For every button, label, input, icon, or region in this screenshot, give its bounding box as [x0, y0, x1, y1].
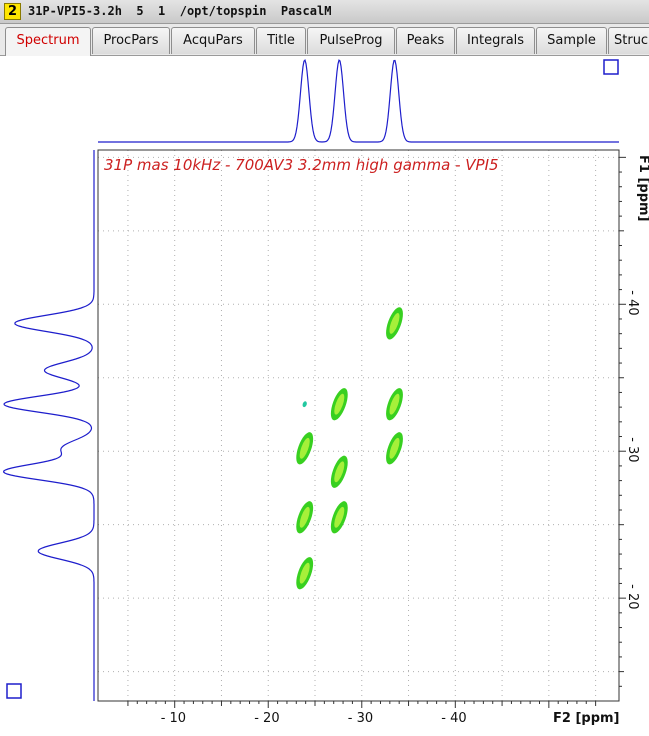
contour-plot[interactable]: - 10 - 20 - 30 - 40 - 20 - 30 - 40 31P mas 10…: [0, 56, 649, 732]
tab-spectrum[interactable]: Spectrum: [5, 27, 91, 56]
plot-frame: [97, 149, 620, 702]
window-title: 31P-VPI5-3.2h 5 1 /opt/topspin PascalM: [28, 4, 332, 18]
y-tick-label: - 20: [625, 584, 640, 609]
cross-peak: [296, 501, 314, 534]
x-axis-label: F2 [ppm]: [553, 711, 620, 726]
window-number-badge: 2: [4, 3, 21, 20]
f2-projection-toggle[interactable]: [603, 59, 619, 75]
tab-pulseprog[interactable]: PulseProg: [307, 27, 395, 54]
window-titlebar[interactable]: 2 31P-VPI5-3.2h 5 1 /opt/topspin PascalM: [0, 0, 649, 24]
x-tick-label: - 10: [161, 711, 186, 726]
f2-projection: [98, 59, 619, 143]
x-tick-label: - 40: [441, 711, 466, 726]
tab-peaks[interactable]: Peaks: [396, 27, 455, 54]
cross-peak: [386, 432, 403, 465]
tab-structure[interactable]: Struc: [608, 27, 649, 54]
cross-peak: [296, 432, 314, 465]
x-tick-label: - 30: [348, 711, 373, 726]
y-axis-label: F1 [ppm]: [636, 155, 649, 222]
y-axis: - 20 - 30 - 40: [619, 156, 640, 687]
x-tick-label: - 20: [254, 711, 279, 726]
spectrum-display[interactable]: - 10 - 20 - 30 - 40 - 20 - 30 - 40 31P mas 10…: [0, 56, 649, 732]
f1-projection: [2, 150, 95, 701]
cross-peak: [330, 501, 348, 534]
cross-peak: [330, 388, 348, 421]
f1-projection-trace: [2, 150, 95, 701]
cross-peak: [386, 307, 403, 340]
chart-title: 31P mas 10kHz - 700AV3 3.2mm high gamma …: [104, 156, 499, 174]
x-axis: - 10 - 20 - 30 - 40: [127, 701, 597, 726]
tab-acqupars[interactable]: AcquPars: [171, 27, 255, 54]
tab-sample[interactable]: Sample: [536, 27, 607, 54]
y-tick-label: - 40: [625, 290, 640, 315]
cross-peaks: [296, 307, 403, 590]
tab-procpars[interactable]: ProcPars: [92, 27, 170, 54]
cross-peak: [386, 388, 403, 421]
tab-integrals[interactable]: Integrals: [456, 27, 535, 54]
tab-bar: Spectrum ProcPars AcquPars Title PulsePr…: [0, 24, 649, 56]
grid-lines: [98, 150, 619, 701]
tab-title[interactable]: Title: [256, 27, 306, 54]
cross-peak: [296, 557, 314, 590]
f1-projection-toggle[interactable]: [6, 683, 22, 699]
cross-peak: [302, 401, 307, 408]
f2-projection-trace: [98, 59, 619, 143]
cross-peak: [330, 455, 348, 488]
y-tick-label: - 30: [625, 437, 640, 462]
